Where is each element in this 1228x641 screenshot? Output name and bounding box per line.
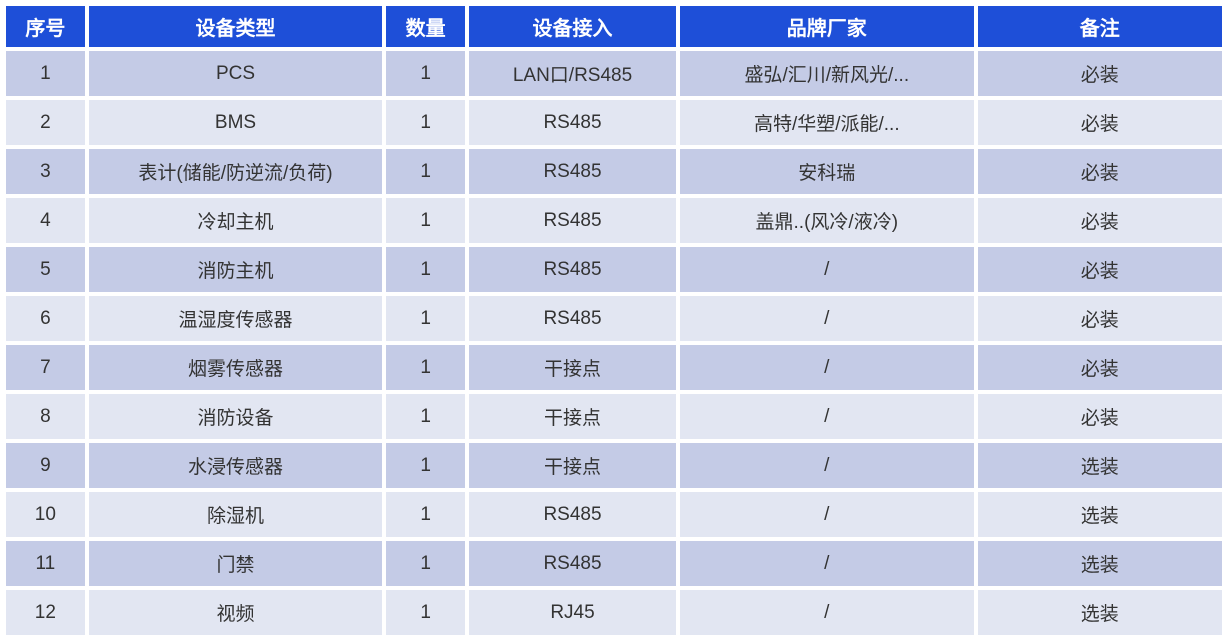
cell-conn: RS485 [469, 198, 676, 243]
cell-type: 门禁 [89, 541, 383, 586]
cell-qty: 1 [386, 345, 465, 390]
table-row: 4 冷却主机 1 RS485 盖鼎..(风冷/液冷) 必装 [6, 198, 1222, 243]
cell-conn: 干接点 [469, 394, 676, 439]
cell-qty: 1 [386, 394, 465, 439]
table-row: 3 表计(储能/防逆流/负荷) 1 RS485 安科瑞 必装 [6, 149, 1222, 194]
cell-type: 冷却主机 [89, 198, 383, 243]
table-row: 5 消防主机 1 RS485 / 必装 [6, 247, 1222, 292]
cell-note: 必装 [978, 198, 1222, 243]
cell-note: 必装 [978, 51, 1222, 96]
cell-conn: RS485 [469, 149, 676, 194]
cell-note: 选装 [978, 541, 1222, 586]
cell-idx: 8 [6, 394, 85, 439]
table-row: 2 BMS 1 RS485 高特/华塑/派能/... 必装 [6, 100, 1222, 145]
cell-brand: / [680, 247, 974, 292]
cell-qty: 1 [386, 51, 465, 96]
table-row: 6 温湿度传感器 1 RS485 / 必装 [6, 296, 1222, 341]
header-brand: 品牌厂家 [680, 6, 974, 47]
table-row: 11 门禁 1 RS485 / 选装 [6, 541, 1222, 586]
cell-idx: 1 [6, 51, 85, 96]
cell-note: 必装 [978, 149, 1222, 194]
cell-note: 选装 [978, 443, 1222, 488]
cell-brand: 高特/华塑/派能/... [680, 100, 974, 145]
cell-conn: RS485 [469, 100, 676, 145]
cell-conn: 干接点 [469, 345, 676, 390]
table-body: 1 PCS 1 LAN口/RS485 盛弘/汇川/新风光/... 必装 2 BM… [6, 51, 1222, 635]
cell-brand: / [680, 345, 974, 390]
cell-brand: / [680, 590, 974, 635]
cell-qty: 1 [386, 443, 465, 488]
cell-type: 水浸传感器 [89, 443, 383, 488]
cell-idx: 9 [6, 443, 85, 488]
table-row: 9 水浸传感器 1 干接点 / 选装 [6, 443, 1222, 488]
cell-qty: 1 [386, 492, 465, 537]
cell-qty: 1 [386, 247, 465, 292]
table-row: 7 烟雾传感器 1 干接点 / 必装 [6, 345, 1222, 390]
cell-idx: 6 [6, 296, 85, 341]
cell-note: 选装 [978, 590, 1222, 635]
cell-note: 必装 [978, 247, 1222, 292]
cell-type: PCS [89, 51, 383, 96]
cell-qty: 1 [386, 590, 465, 635]
cell-idx: 3 [6, 149, 85, 194]
cell-idx: 4 [6, 198, 85, 243]
cell-idx: 11 [6, 541, 85, 586]
header-conn: 设备接入 [469, 6, 676, 47]
cell-note: 必装 [978, 100, 1222, 145]
cell-type: 消防主机 [89, 247, 383, 292]
cell-conn: LAN口/RS485 [469, 51, 676, 96]
cell-note: 必装 [978, 394, 1222, 439]
cell-brand: / [680, 443, 974, 488]
cell-type: 消防设备 [89, 394, 383, 439]
cell-type: 烟雾传感器 [89, 345, 383, 390]
cell-brand: 盖鼎..(风冷/液冷) [680, 198, 974, 243]
cell-conn: RJ45 [469, 590, 676, 635]
cell-note: 必装 [978, 345, 1222, 390]
cell-type: 除湿机 [89, 492, 383, 537]
table-row: 8 消防设备 1 干接点 / 必装 [6, 394, 1222, 439]
header-idx: 序号 [6, 6, 85, 47]
cell-qty: 1 [386, 100, 465, 145]
table-header-row: 序号 设备类型 数量 设备接入 品牌厂家 备注 [6, 6, 1222, 47]
cell-note: 必装 [978, 296, 1222, 341]
cell-idx: 12 [6, 590, 85, 635]
cell-brand: 盛弘/汇川/新风光/... [680, 51, 974, 96]
cell-type: 表计(储能/防逆流/负荷) [89, 149, 383, 194]
cell-idx: 10 [6, 492, 85, 537]
cell-type: 温湿度传感器 [89, 296, 383, 341]
header-qty: 数量 [386, 6, 465, 47]
table-row: 12 视频 1 RJ45 / 选装 [6, 590, 1222, 635]
cell-idx: 7 [6, 345, 85, 390]
device-table: 序号 设备类型 数量 设备接入 品牌厂家 备注 1 PCS 1 LAN口/RS4… [2, 2, 1226, 639]
cell-brand: 安科瑞 [680, 149, 974, 194]
cell-conn: RS485 [469, 296, 676, 341]
cell-conn: RS485 [469, 541, 676, 586]
cell-idx: 2 [6, 100, 85, 145]
cell-qty: 1 [386, 149, 465, 194]
cell-brand: / [680, 394, 974, 439]
table-row: 1 PCS 1 LAN口/RS485 盛弘/汇川/新风光/... 必装 [6, 51, 1222, 96]
cell-brand: / [680, 492, 974, 537]
cell-conn: RS485 [469, 247, 676, 292]
cell-brand: / [680, 541, 974, 586]
header-note: 备注 [978, 6, 1222, 47]
cell-qty: 1 [386, 296, 465, 341]
cell-qty: 1 [386, 198, 465, 243]
cell-conn: RS485 [469, 492, 676, 537]
cell-note: 选装 [978, 492, 1222, 537]
cell-qty: 1 [386, 541, 465, 586]
header-type: 设备类型 [89, 6, 383, 47]
cell-conn: 干接点 [469, 443, 676, 488]
cell-type: 视频 [89, 590, 383, 635]
cell-brand: / [680, 296, 974, 341]
cell-idx: 5 [6, 247, 85, 292]
cell-type: BMS [89, 100, 383, 145]
table-row: 10 除湿机 1 RS485 / 选装 [6, 492, 1222, 537]
